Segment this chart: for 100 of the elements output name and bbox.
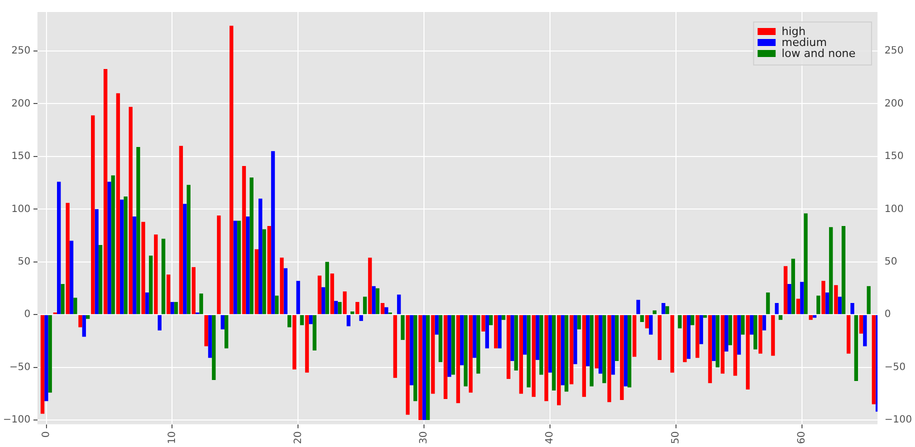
x-tick-label: 40 (544, 431, 556, 444)
bar (784, 266, 788, 314)
bar (506, 315, 510, 379)
bar (372, 286, 376, 314)
bar (733, 315, 738, 376)
bar (128, 106, 133, 314)
bar (863, 315, 867, 346)
bar (444, 315, 448, 399)
y-tick-label: 100 (11, 204, 30, 215)
y2-tick-label: 250 (884, 46, 904, 57)
bar (170, 302, 174, 314)
bar (796, 298, 800, 314)
bar (740, 315, 745, 335)
bar (838, 296, 842, 314)
bar (611, 315, 615, 375)
bar (460, 315, 464, 366)
bar (174, 302, 178, 314)
bar (703, 315, 707, 318)
bar (355, 302, 360, 314)
bar (536, 315, 540, 360)
bar (708, 315, 712, 384)
bar (872, 315, 876, 404)
x-tick-label: 0 (40, 431, 52, 438)
bar (321, 287, 326, 314)
bar (628, 315, 632, 388)
bar (834, 285, 838, 314)
bar (544, 315, 548, 402)
bar (447, 315, 452, 377)
bar (233, 220, 238, 314)
bar (696, 315, 700, 358)
x-tick-label: 30 (418, 431, 430, 444)
bar (308, 315, 313, 324)
bar (111, 175, 115, 314)
bar (804, 213, 808, 314)
bar (44, 315, 48, 402)
bar (774, 303, 779, 314)
bar (224, 315, 228, 348)
bar (570, 315, 574, 384)
bar (472, 315, 476, 358)
bar (645, 315, 649, 328)
bar (397, 294, 401, 314)
bar (267, 226, 272, 314)
bar (60, 284, 65, 314)
y2-tick-label: 100 (884, 204, 904, 215)
bar (468, 315, 473, 393)
bar (120, 200, 124, 314)
bar (94, 209, 99, 314)
bar (771, 315, 775, 356)
bar (300, 315, 304, 326)
bar (552, 315, 556, 391)
bar (154, 234, 158, 314)
bar (557, 315, 561, 406)
bar (670, 315, 674, 373)
bar (287, 315, 292, 328)
bar (312, 315, 316, 350)
bar (254, 249, 259, 314)
y-tick-label: 150 (11, 151, 30, 162)
bar (640, 315, 644, 322)
bar (40, 315, 44, 414)
bar (829, 227, 833, 314)
bar (598, 315, 602, 374)
bar (426, 315, 430, 420)
bar (746, 315, 750, 390)
bar (778, 315, 782, 320)
bar (662, 303, 666, 314)
bar (866, 286, 871, 314)
bar (124, 196, 128, 314)
bar (498, 315, 502, 348)
bar (750, 315, 754, 335)
y-tick-label: −100 (2, 414, 30, 426)
bar (607, 315, 612, 402)
bar (208, 315, 212, 358)
y2-tick-label: 200 (884, 98, 904, 110)
bar (720, 315, 725, 374)
y2-tick-label: 150 (884, 151, 904, 162)
x-tick-label: 20 (292, 431, 304, 444)
legend-label: high (782, 24, 806, 38)
bar (451, 315, 455, 375)
bar (431, 315, 435, 394)
bar (325, 262, 330, 314)
bar (648, 315, 653, 335)
y-tick-label: 50 (18, 256, 30, 268)
bar (510, 315, 514, 362)
bar (376, 288, 380, 314)
bar (393, 315, 398, 378)
bar (624, 315, 628, 386)
bar (182, 204, 187, 314)
legend-label: low and none (782, 46, 856, 60)
bar (522, 315, 527, 355)
bar (145, 292, 149, 314)
bar (724, 315, 728, 352)
bar (614, 315, 619, 362)
bar (548, 315, 552, 373)
bar (107, 182, 112, 314)
bar (192, 267, 196, 314)
bar (502, 315, 506, 320)
bar (162, 238, 166, 314)
bar (577, 315, 581, 330)
bar (220, 315, 224, 330)
bar (70, 240, 74, 314)
